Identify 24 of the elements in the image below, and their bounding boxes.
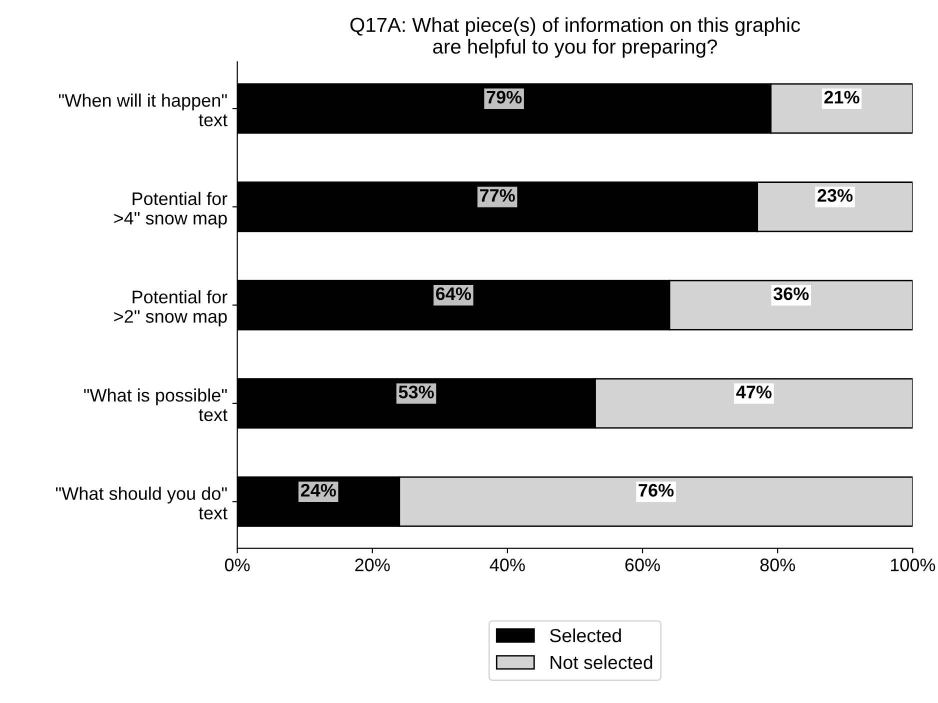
data-label: 47%	[736, 386, 772, 398]
y-tick-label: "What should you do" text	[56, 486, 228, 520]
chart-title: Q17A: What piece(s) of information on this graphic are helpful to you for preparing?	[350, 17, 800, 58]
legend-label: Selected	[550, 628, 621, 642]
y-tick-label: Potential for >2" snow map	[114, 290, 228, 326]
y-tick-label: "When will it happen" text	[58, 94, 228, 126]
x-tick-label: 40%	[490, 558, 525, 572]
x-tick-label: 80%	[760, 558, 796, 572]
data-label: 24%	[300, 484, 336, 497]
data-label: 76%	[638, 484, 674, 497]
legend-label: Not selected	[550, 655, 652, 670]
y-tick-label: "What is possible" text	[84, 388, 228, 422]
data-label: 21%	[824, 90, 860, 104]
data-label: 64%	[436, 287, 472, 300]
x-tick-label: 0%	[224, 558, 250, 572]
data-label: 23%	[818, 189, 853, 202]
x-tick-label: 20%	[355, 558, 390, 572]
data-label: 36%	[773, 287, 809, 300]
y-tick-label: Potential for >4" snow map	[114, 192, 228, 228]
data-label: 53%	[398, 386, 434, 398]
data-label: 79%	[486, 90, 522, 104]
x-tick-label: 100%	[890, 558, 936, 572]
x-tick-label: 60%	[625, 558, 660, 572]
data-label: 77%	[480, 189, 515, 202]
